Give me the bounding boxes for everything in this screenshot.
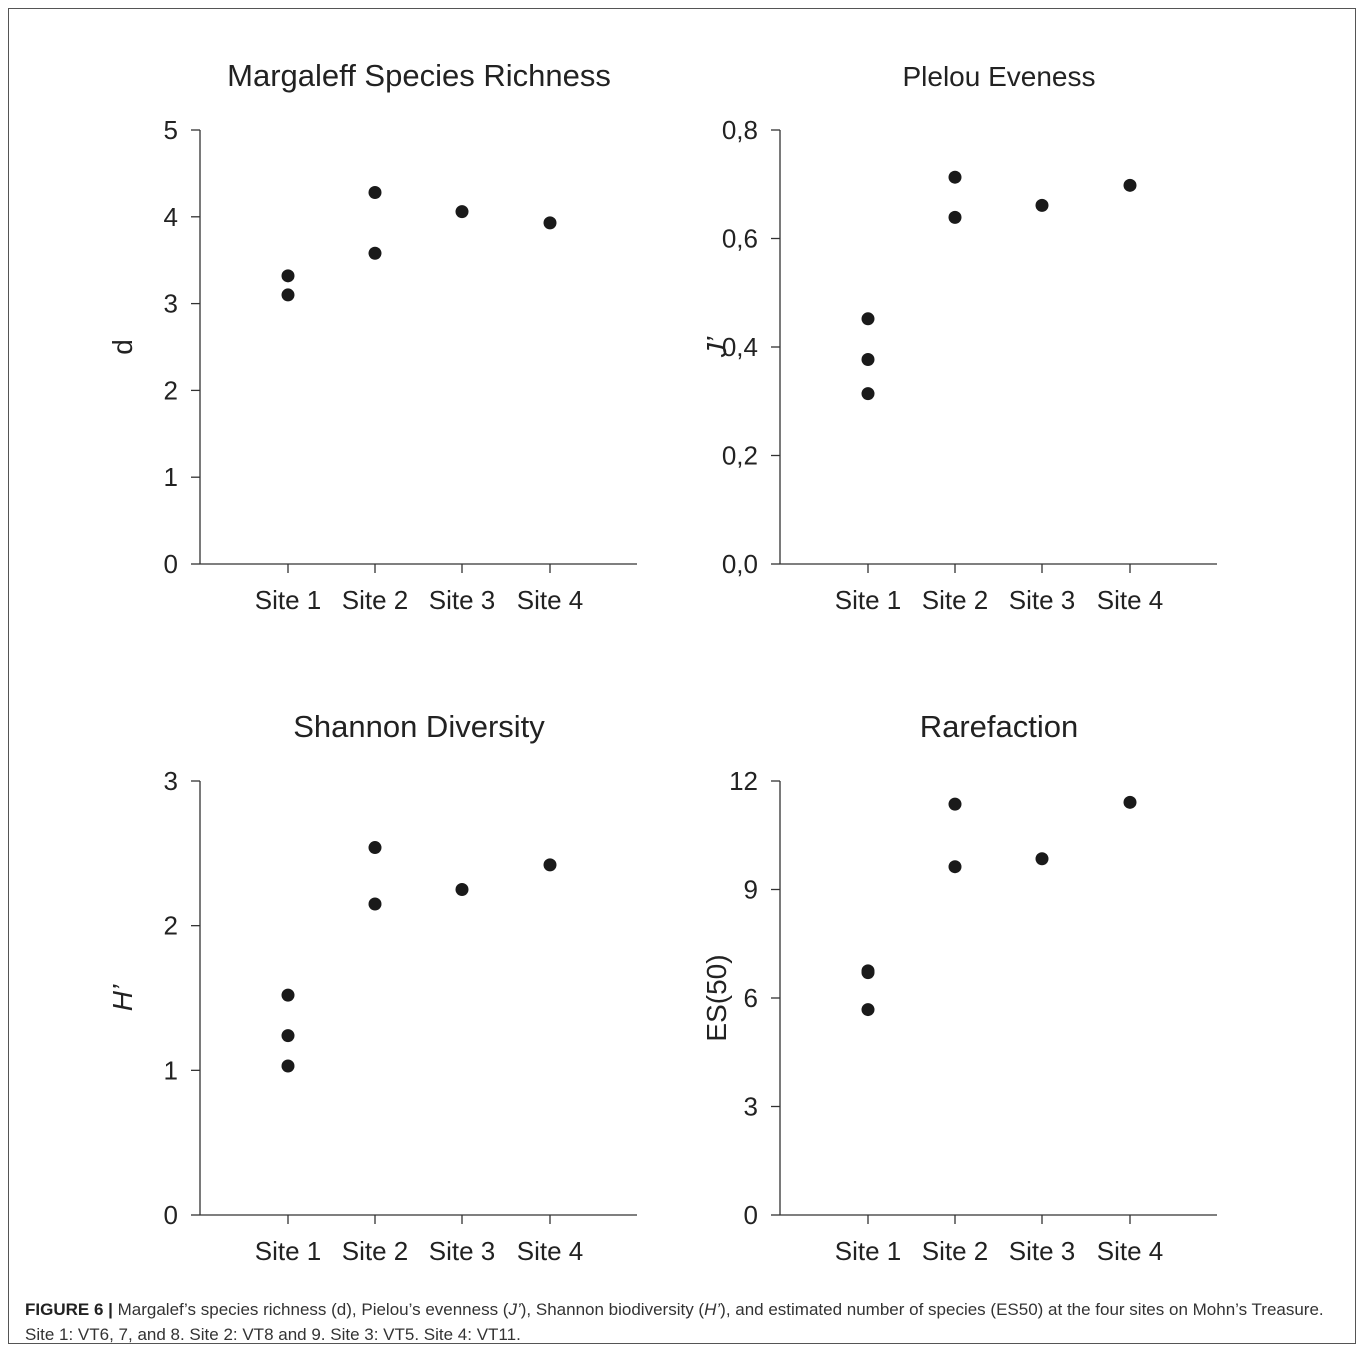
y-tick-label: 0 bbox=[744, 1200, 758, 1230]
x-tick-label: Site 1 bbox=[255, 585, 322, 615]
data-point bbox=[281, 1059, 295, 1073]
x-tick-label: Site 4 bbox=[1097, 585, 1164, 615]
y-tick-label: 3 bbox=[164, 289, 178, 319]
data-point bbox=[861, 312, 875, 326]
y-axis-label: d bbox=[107, 339, 138, 355]
data-point bbox=[948, 860, 962, 874]
data-point bbox=[948, 170, 962, 184]
data-point bbox=[1123, 178, 1137, 192]
caption-segment: ), and estimated number of species (ES50… bbox=[25, 1300, 1324, 1344]
chart-title: Rarefaction bbox=[920, 709, 1079, 744]
chart-panel-4: Rarefaction 0 3 6 9 12 Site 1 Site 2 Site 3 Site … bbox=[701, 709, 1217, 1266]
y-tick-label: 1 bbox=[164, 462, 178, 492]
y-axis-label: ES(50) bbox=[701, 954, 732, 1041]
y-tick-label: 9 bbox=[744, 875, 758, 905]
figure-frame bbox=[8, 8, 1356, 1344]
data-point bbox=[543, 858, 557, 872]
caption-segment: J’ bbox=[508, 1300, 521, 1319]
data-point bbox=[948, 797, 962, 811]
y-tick-label: 2 bbox=[164, 375, 178, 405]
x-tick-label: Site 2 bbox=[922, 1236, 989, 1266]
data-point bbox=[281, 1029, 295, 1043]
data-point bbox=[281, 269, 295, 283]
y-tick-label: 12 bbox=[729, 766, 758, 796]
x-tick-label: Site 2 bbox=[342, 1236, 409, 1266]
y-tick-label: 3 bbox=[164, 766, 178, 796]
data-point bbox=[948, 210, 962, 224]
y-tick-label: 5 bbox=[164, 115, 178, 145]
chart-title: Plelou Eveness bbox=[902, 61, 1095, 92]
y-tick-label: 0,2 bbox=[722, 441, 758, 471]
x-tick-label: Site 3 bbox=[429, 1236, 496, 1266]
caption-segment: H’ bbox=[704, 1300, 721, 1319]
x-tick-label: Site 4 bbox=[517, 585, 584, 615]
data-point bbox=[1123, 795, 1137, 809]
data-point bbox=[368, 185, 382, 199]
chart-title: Margaleff Species Richness bbox=[227, 58, 611, 93]
y-tick-label: 0,8 bbox=[722, 115, 758, 145]
data-point bbox=[281, 988, 295, 1002]
y-tick-label: 0,4 bbox=[722, 332, 758, 362]
data-point bbox=[543, 216, 557, 230]
data-point bbox=[368, 897, 382, 911]
chart-panel-3: Shannon Diversity 0 1 2 3 Site 1 Site 2 Site 3 S… bbox=[107, 709, 637, 1266]
y-tick-label: 0,0 bbox=[722, 549, 758, 579]
data-point bbox=[1035, 852, 1049, 866]
x-tick-label: Site 1 bbox=[835, 585, 902, 615]
data-point bbox=[455, 205, 469, 219]
data-point bbox=[455, 883, 469, 896]
x-tick-label: Site 2 bbox=[342, 585, 409, 615]
y-tick-label: 4 bbox=[164, 202, 178, 232]
y-tick-label: 0 bbox=[164, 1200, 178, 1230]
data-point bbox=[861, 1003, 875, 1017]
y-tick-label: 0 bbox=[164, 549, 178, 579]
figure-caption-label: FIGURE 6 | bbox=[25, 1300, 113, 1319]
data-point bbox=[281, 288, 295, 302]
y-axis-label: J’ bbox=[701, 336, 732, 358]
figure-caption-text: Margalef’s species richness (d), Pielou’… bbox=[25, 1300, 1324, 1344]
y-tick-label: 3 bbox=[744, 1092, 758, 1122]
y-tick-label: 6 bbox=[744, 983, 758, 1013]
x-tick-label: Site 4 bbox=[517, 1236, 584, 1266]
chart-title: Shannon Diversity bbox=[293, 709, 545, 744]
data-point bbox=[368, 841, 382, 855]
figure-caption: FIGURE 6 | Margalef’s species richness (… bbox=[25, 1297, 1335, 1347]
x-tick-label: Site 3 bbox=[1009, 1236, 1076, 1266]
x-tick-label: Site 1 bbox=[835, 1236, 902, 1266]
caption-segment: ), Shannon biodiversity ( bbox=[520, 1300, 705, 1319]
x-tick-label: Site 1 bbox=[255, 1236, 322, 1266]
data-point bbox=[861, 387, 875, 401]
y-tick-label: 0,6 bbox=[722, 224, 758, 254]
y-tick-label: 2 bbox=[164, 911, 178, 941]
caption-segment: Margalef’s species richness (d), Pielou’… bbox=[112, 1300, 509, 1319]
x-tick-label: Site 2 bbox=[922, 585, 989, 615]
y-axis-label: H’ bbox=[107, 984, 138, 1011]
data-point bbox=[861, 352, 875, 366]
y-tick-label: 1 bbox=[164, 1055, 178, 1085]
data-point bbox=[1035, 198, 1049, 212]
data-point bbox=[861, 966, 875, 980]
data-point bbox=[368, 246, 382, 260]
chart-panel-1: Margaleff Species Richness 0 1 2 3 4 5 Site 1 Si… bbox=[107, 58, 637, 615]
x-tick-label: Site 3 bbox=[429, 585, 496, 615]
x-tick-label: Site 4 bbox=[1097, 1236, 1164, 1266]
x-tick-label: Site 3 bbox=[1009, 585, 1076, 615]
chart-panel-2: Plelou Eveness 0,0 0,2 0,4 0,6 0,8 Site 1 Site … bbox=[701, 61, 1217, 615]
